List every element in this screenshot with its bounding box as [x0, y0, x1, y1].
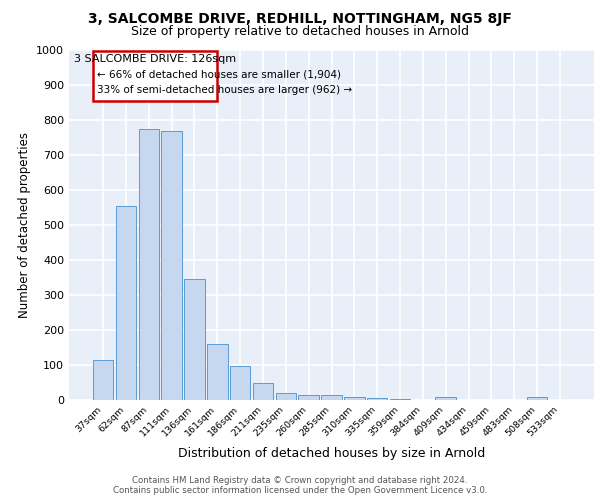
Bar — [230, 366, 250, 400]
Bar — [436, 397, 456, 400]
Text: Size of property relative to detached houses in Arnold: Size of property relative to detached ho… — [131, 25, 469, 38]
Text: Contains HM Land Registry data © Crown copyright and database right 2024.
Contai: Contains HM Land Registry data © Crown c… — [113, 476, 487, 495]
Y-axis label: Number of detached properties: Number of detached properties — [17, 132, 31, 318]
Text: 3, SALCOMBE DRIVE, REDHILL, NOTTINGHAM, NG5 8JF: 3, SALCOMBE DRIVE, REDHILL, NOTTINGHAM, … — [88, 12, 512, 26]
Bar — [321, 396, 342, 400]
Bar — [139, 128, 159, 400]
Bar — [253, 382, 273, 400]
Bar — [93, 360, 113, 400]
Text: 3 SALCOMBE DRIVE: 126sqm: 3 SALCOMBE DRIVE: 126sqm — [74, 54, 236, 64]
Bar — [207, 344, 227, 400]
Bar — [344, 397, 365, 400]
Bar — [527, 397, 547, 400]
Bar — [298, 396, 319, 400]
Bar — [116, 206, 136, 400]
Bar — [275, 393, 296, 400]
Bar — [367, 398, 388, 400]
FancyBboxPatch shape — [93, 50, 217, 101]
X-axis label: Distribution of detached houses by size in Arnold: Distribution of detached houses by size … — [178, 447, 485, 460]
Text: ← 66% of detached houses are smaller (1,904): ← 66% of detached houses are smaller (1,… — [97, 70, 341, 80]
Bar — [161, 130, 182, 400]
Text: 33% of semi-detached houses are larger (962) →: 33% of semi-detached houses are larger (… — [97, 85, 353, 95]
Bar — [184, 279, 205, 400]
